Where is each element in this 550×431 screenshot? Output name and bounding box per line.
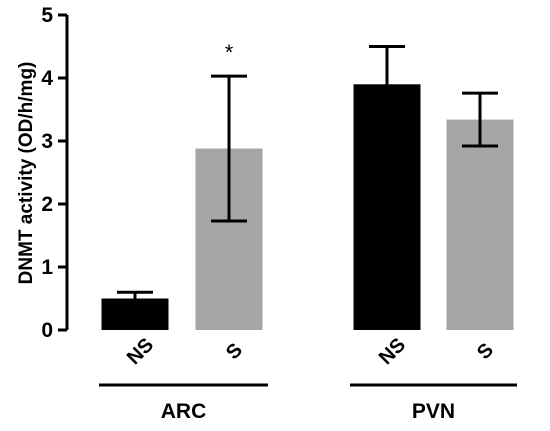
group-label-arc: ARC [161,400,207,423]
group-label-pvn: PVN [412,400,455,423]
y-tick-label: 2 [41,193,53,216]
group-labels: ARC PVN [99,383,517,423]
category-labels: NS S NS S [123,334,498,369]
y-tick-label: 1 [41,256,53,279]
y-tick-label: 0 [41,319,53,342]
y-tick-label: 3 [41,130,53,153]
y-tick-label: 5 [41,4,53,27]
x-category-label: S [222,339,247,364]
bar-pvn-s [446,119,514,330]
bar-pvn-ns [353,84,421,330]
x-category-label: NS [123,334,158,369]
y-axis-label: DNMT activity (OD/h/mg) [16,62,37,285]
y-tick-label: 4 [41,67,53,90]
significance-marker: * [225,40,234,65]
y-axis: 0 1 2 3 4 5 [41,4,69,342]
x-category-label: S [473,339,498,364]
x-category-label: NS [375,334,410,369]
bars-layer: * [101,40,514,330]
